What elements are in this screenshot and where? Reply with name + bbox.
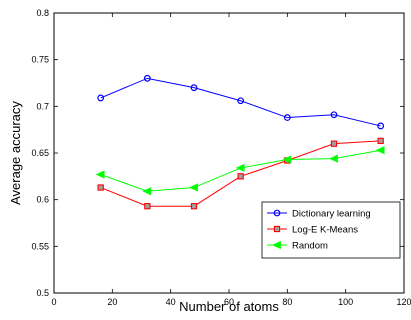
data-point [143, 74, 151, 82]
y-tick-label: 0.5 [36, 288, 49, 298]
data-point [95, 170, 105, 179]
tick-labels: 0 20 40 60 80 100 120 0.5 0.55 0.6 0.65 0.7 0.75 0.8 [31, 8, 411, 307]
data-point [190, 203, 198, 210]
data-point [189, 183, 198, 192]
y-tick-label: 0.65 [31, 148, 49, 158]
data-point [190, 84, 198, 92]
x-tick-label: 20 [107, 297, 117, 307]
y-tick-label: 0.55 [31, 241, 49, 251]
data-point [283, 114, 291, 121]
legend-entry: Log-E K-Means [267, 225, 358, 236]
data-point [142, 187, 152, 196]
x-tick-label: 80 [282, 297, 292, 307]
y-axis-label: Average accuracy [8, 101, 23, 205]
y-tick-label: 0.6 [36, 195, 49, 205]
y-tick-label: 0.8 [36, 8, 49, 18]
y-tick-label: 0.7 [36, 101, 49, 111]
legend-label: Random [292, 241, 328, 252]
legend-marker [272, 240, 281, 250]
data-point [235, 163, 245, 173]
legend-entry: Dictionary learning [267, 209, 371, 220]
data-point [377, 137, 384, 145]
x-tick-label: 60 [224, 297, 234, 307]
data-point [377, 122, 385, 130]
data-point [375, 146, 385, 155]
data-point [282, 155, 292, 164]
series-2 [95, 146, 385, 196]
x-tick-label: 120 [396, 297, 411, 307]
data-point [330, 111, 338, 119]
data-point [97, 94, 105, 102]
x-axis-label: Number of atoms [179, 299, 279, 314]
series-line [100, 77, 381, 127]
legend-label: Log-E K-Means [292, 225, 358, 236]
axis-ticks [53, 12, 405, 294]
series-layer [95, 74, 385, 210]
data-point [97, 184, 104, 191]
legend-box [261, 201, 401, 259]
series-0 [97, 74, 385, 130]
data-point [237, 173, 244, 180]
x-tick-label: 40 [166, 297, 176, 307]
legend: Dictionary learning Log-E K-Means Random [261, 201, 401, 259]
data-point [329, 154, 338, 163]
y-tick-label: 0.75 [31, 55, 49, 65]
data-point [330, 140, 338, 147]
legend-entry: Random [267, 241, 328, 252]
legend-label: Dictionary learning [292, 209, 371, 220]
legend-marker [273, 209, 281, 217]
data-point [237, 97, 245, 105]
data-point [144, 203, 151, 210]
x-tick-label: 0 [51, 297, 56, 307]
x-tick-label: 100 [338, 297, 353, 307]
legend-marker [273, 225, 281, 233]
